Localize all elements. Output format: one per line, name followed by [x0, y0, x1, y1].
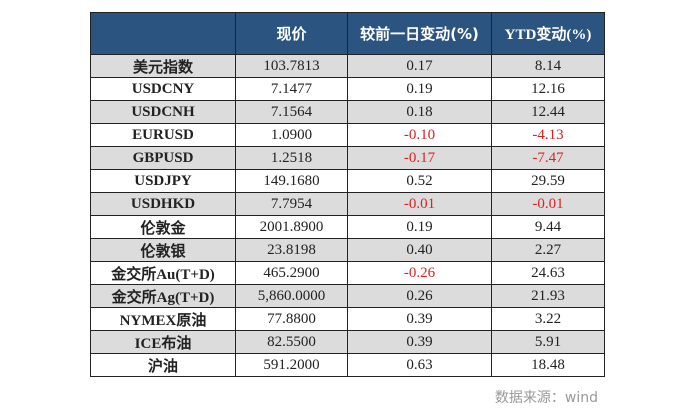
price-cell: 23.8198 [235, 238, 348, 262]
price-cell: 7.1564 [235, 100, 348, 124]
table-row: 沪油 591.2000 0.63 18.48 [90, 353, 605, 377]
market-table: 现价 较前一日变动(%) YTD变动(%) 美元指数 103.7813 0.17 8.… [90, 12, 605, 377]
name-cell: USDHKD [90, 192, 236, 216]
table-header: 现价 较前一日变动(%) YTD变动(%) [90, 12, 605, 55]
ytd-change-cell: 29.59 [491, 169, 605, 193]
name-cell: 沪油 [90, 353, 236, 377]
header-name [90, 12, 236, 55]
day-change-cell: 0.63 [347, 353, 492, 377]
table-row: USDCNH 7.1564 0.18 12.44 [90, 100, 605, 124]
table-row: 金交所Ag(T+D) 5,860.0000 0.26 21.93 [90, 284, 605, 308]
name-cell: 伦敦银 [90, 238, 236, 262]
price-cell: 1.2518 [235, 146, 348, 170]
day-change-cell: 0.40 [347, 238, 492, 262]
price-cell: 103.7813 [235, 54, 348, 78]
day-change-cell: 0.26 [347, 284, 492, 308]
day-change-cell: 0.52 [347, 169, 492, 193]
ytd-change-cell: 18.48 [491, 353, 605, 377]
price-cell: 5,860.0000 [235, 284, 348, 308]
ytd-change-cell: 3.22 [491, 307, 605, 331]
price-cell: 591.2000 [235, 353, 348, 377]
header-ytd-change: YTD变动(%) [491, 12, 605, 55]
price-cell: 7.1477 [235, 77, 348, 101]
table-row: 美元指数 103.7813 0.17 8.14 [90, 54, 605, 78]
table-row: GBPUSD 1.2518 -0.17 -7.47 [90, 146, 605, 170]
day-change-cell: 0.39 [347, 307, 492, 331]
table-row: EURUSD 1.0900 -0.10 -4.13 [90, 123, 605, 147]
day-change-cell: -0.10 [347, 123, 492, 147]
ytd-change-cell: 5.91 [491, 330, 605, 354]
price-cell: 2001.8900 [235, 215, 348, 239]
table-row: 伦敦银 23.8198 0.40 2.27 [90, 238, 605, 262]
price-cell: 465.2900 [235, 261, 348, 285]
header-price: 现价 [235, 12, 348, 55]
day-change-cell: 0.18 [347, 100, 492, 124]
name-cell: 金交所Au(T+D) [90, 261, 236, 285]
day-change-cell: 0.39 [347, 330, 492, 354]
ytd-change-cell: 9.44 [491, 215, 605, 239]
price-cell: 1.0900 [235, 123, 348, 147]
ytd-change-cell: 21.93 [491, 284, 605, 308]
header-day-change: 较前一日变动(%) [347, 12, 492, 55]
ytd-change-cell: 24.63 [491, 261, 605, 285]
name-cell: ICE布油 [90, 330, 236, 354]
name-cell: USDCNY [90, 77, 236, 101]
name-cell: 伦敦金 [90, 215, 236, 239]
day-change-cell: -0.17 [347, 146, 492, 170]
day-change-cell: 0.19 [347, 215, 492, 239]
name-cell: EURUSD [90, 123, 236, 147]
price-cell: 7.7954 [235, 192, 348, 216]
table-row: USDCNY 7.1477 0.19 12.16 [90, 77, 605, 101]
table-row: NYMEX原油 77.8800 0.39 3.22 [90, 307, 605, 331]
table-row: USDHKD 7.7954 -0.01 -0.01 [90, 192, 605, 216]
price-cell: 77.8800 [235, 307, 348, 331]
name-cell: 金交所Ag(T+D) [90, 284, 236, 308]
price-cell: 82.5500 [235, 330, 348, 354]
data-source: 数据来源：wind [494, 390, 598, 406]
ytd-change-cell: -0.01 [491, 192, 605, 216]
table-row: 伦敦金 2001.8900 0.19 9.44 [90, 215, 605, 239]
table-row: ICE布油 82.5500 0.39 5.91 [90, 330, 605, 354]
name-cell: GBPUSD [90, 146, 236, 170]
name-cell: USDJPY [90, 169, 236, 193]
name-cell: USDCNH [90, 100, 236, 124]
day-change-cell: 0.19 [347, 77, 492, 101]
price-cell: 149.1680 [235, 169, 348, 193]
day-change-cell: -0.26 [347, 261, 492, 285]
ytd-change-cell: -7.47 [491, 146, 605, 170]
ytd-change-cell: 12.16 [491, 77, 605, 101]
ytd-change-cell: 2.27 [491, 238, 605, 262]
day-change-cell: 0.17 [347, 54, 492, 78]
table-row: 金交所Au(T+D) 465.2900 -0.26 24.63 [90, 261, 605, 285]
ytd-change-cell: 8.14 [491, 54, 605, 78]
name-cell: NYMEX原油 [90, 307, 236, 331]
day-change-cell: -0.01 [347, 192, 492, 216]
name-cell: 美元指数 [90, 54, 236, 78]
table-row: USDJPY 149.1680 0.52 29.59 [90, 169, 605, 193]
ytd-change-cell: 12.44 [491, 100, 605, 124]
ytd-change-cell: -4.13 [491, 123, 605, 147]
